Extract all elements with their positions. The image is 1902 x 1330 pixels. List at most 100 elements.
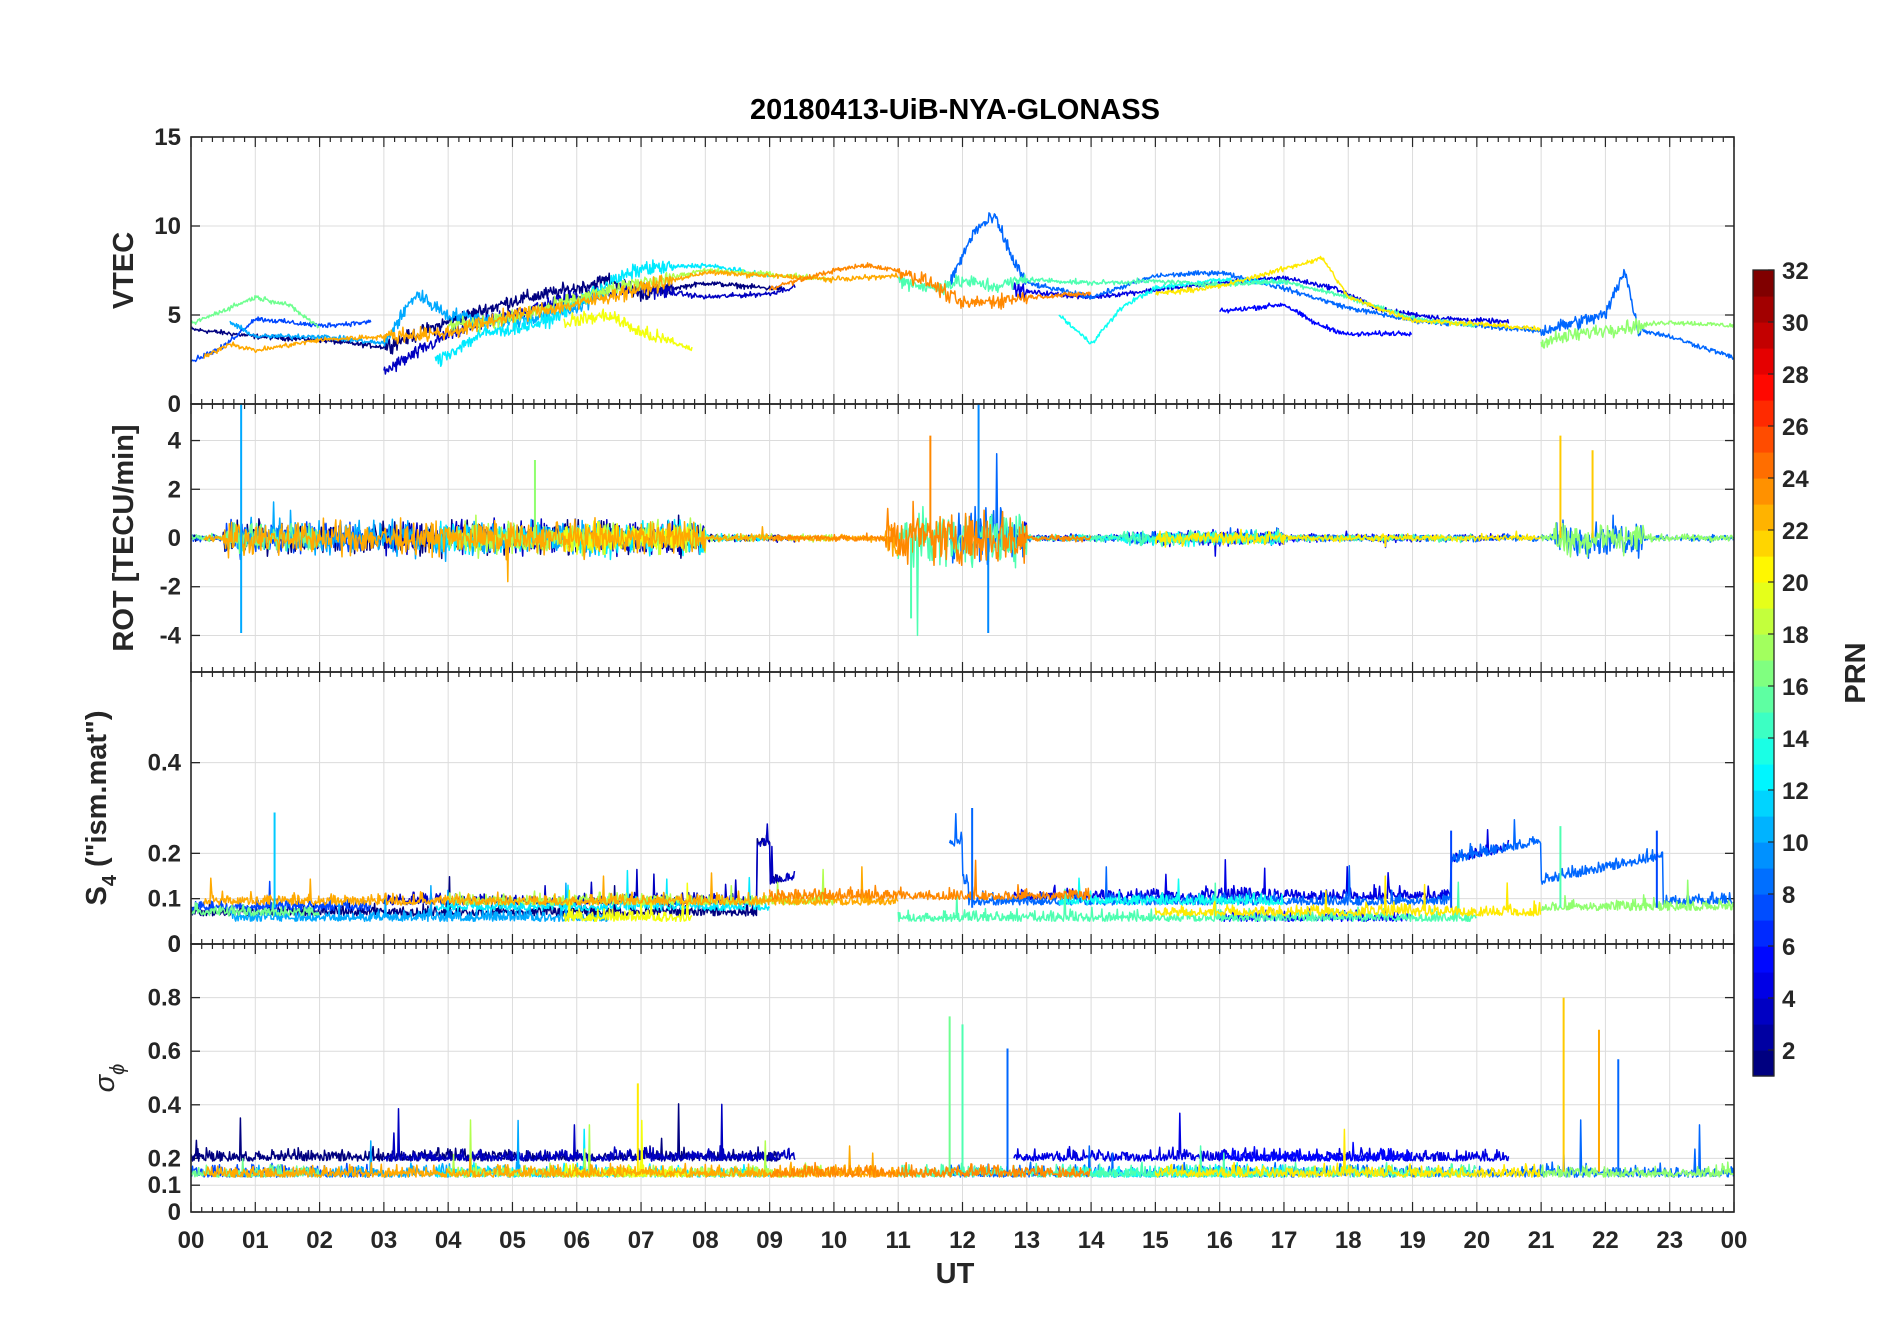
panel-sigphi: 00.10.2 0.4 0.6 0.8 σϕ [89, 943, 1735, 1226]
series-prn-7 [191, 316, 372, 363]
series-prn-13 [1058, 277, 1285, 345]
y-tick-label: 0.6 [148, 1038, 181, 1065]
traces-rot [191, 404, 1734, 637]
colorbar-segment [1753, 712, 1774, 739]
x-tick-label: 03 [371, 1227, 398, 1254]
colorbar-segment [1753, 608, 1774, 635]
colorbar-segment [1753, 920, 1774, 947]
chart-title: 20180413-UiB-NYA-GLONASS [750, 94, 1160, 126]
series-prn-12 [435, 869, 771, 912]
y-tick-label: 5 [168, 302, 181, 329]
x-tick-label: 00 [178, 1227, 205, 1254]
x-tick-label: 13 [1013, 1227, 1040, 1254]
colorbar-segment [1753, 426, 1774, 453]
y-tick-label: 10 [154, 213, 181, 240]
colorbar-tick-label: 6 [1782, 934, 1795, 961]
colorbar-tick-label: 18 [1782, 622, 1809, 649]
series-prn-20 [563, 882, 692, 923]
colorbar-segment [1753, 504, 1774, 531]
y-tick-label: 0.1 [148, 1172, 181, 1199]
series-prn-8 [948, 812, 1734, 906]
y-tick-label: 0.1 [148, 886, 181, 913]
x-tick-label: 15 [1142, 1227, 1169, 1254]
series-prn-21 [1154, 255, 1541, 332]
y-tick-label: 0.4 [148, 1092, 182, 1119]
colorbar-tick-label: 20 [1782, 570, 1809, 597]
series-prn-18 [447, 267, 835, 333]
x-tick-label: 17 [1271, 1227, 1298, 1254]
colorbar-segment [1753, 270, 1774, 297]
colorbar-segment [1753, 1050, 1774, 1077]
x-tick-label: 07 [628, 1227, 655, 1254]
x-tick-label: 16 [1206, 1227, 1233, 1254]
colorbar-segment [1753, 998, 1774, 1025]
x-tick-label: 01 [242, 1227, 269, 1254]
y-tick-label: 0 [168, 391, 181, 418]
colorbar-segment [1753, 1024, 1774, 1051]
x-tick-label: 18 [1335, 1227, 1362, 1254]
colorbar-tick-label: 30 [1782, 310, 1809, 337]
series-prn-10 [228, 882, 610, 923]
y-tick-label: 15 [154, 124, 181, 151]
colorbar-segment [1753, 946, 1774, 973]
series-prn-21 [1154, 1128, 1542, 1178]
colorbar-tick-label: 26 [1782, 414, 1809, 441]
colorbar-tick-label: 8 [1782, 882, 1795, 909]
series-prn-20 [563, 308, 693, 352]
x-tick-label: 09 [756, 1227, 783, 1254]
series-prn-5 [1219, 302, 1412, 338]
x-tick-label: 21 [1528, 1227, 1555, 1254]
series-prn-24 [768, 262, 1092, 310]
series-prn-21 [1154, 875, 1542, 917]
y-tick-label: 2 [168, 476, 181, 503]
y-axis-label: VTEC [108, 232, 140, 309]
colorbar-tick-label: 24 [1782, 466, 1809, 493]
colorbar-segment [1753, 816, 1774, 843]
x-tick-label: 02 [306, 1227, 333, 1254]
y-tick-label: 0 [168, 525, 181, 552]
x-tick-label: 23 [1656, 1227, 1683, 1254]
colorbar-segment [1753, 556, 1774, 583]
series-prn-7 [191, 880, 372, 912]
colorbar-segment [1753, 296, 1774, 323]
y-tick-label: 0.8 [148, 985, 181, 1012]
y-tick-label: 0 [168, 1199, 181, 1226]
series-prn-16 [191, 295, 320, 329]
x-tick-label: 06 [563, 1227, 590, 1254]
colorbar-segment [1753, 738, 1774, 765]
panel-rot: -4 -2 0 2 4 ROT [TECU/min] [108, 403, 1735, 673]
colorbar-segment [1753, 764, 1774, 791]
y-tick-label: 0.2 [148, 840, 181, 867]
y-tick-label: 4 [168, 428, 182, 455]
panel-frame [190, 943, 1735, 1213]
colorbar-label: PRN [1840, 642, 1872, 703]
y-tick-label: 0 [168, 931, 181, 958]
colorbar-segment [1753, 322, 1774, 349]
colorbar-tick-label: 2 [1782, 1038, 1795, 1065]
colorbar-segment [1753, 972, 1774, 999]
colorbar-segment [1753, 530, 1774, 557]
y-axis-label: S4 ("ism.mat") [81, 711, 121, 906]
y-tick-label: -4 [160, 622, 182, 649]
series-prn-24 [768, 1161, 1092, 1178]
colorbar-tick-label: 14 [1782, 726, 1809, 753]
colorbar-tick-label: 28 [1782, 362, 1809, 389]
series-prn-13 [1058, 877, 1284, 906]
series-prn-5 [1218, 1141, 1413, 1162]
traces-sigphi [191, 997, 1734, 1178]
panel-vtec: 0 5 10 15 VTEC [108, 124, 1735, 418]
x-tick-label: 04 [435, 1227, 462, 1254]
colorbar-segment [1753, 686, 1774, 713]
x-tick-label: 12 [949, 1227, 976, 1254]
colorbar-segment [1753, 634, 1774, 661]
colorbar-tick-label: 4 [1782, 986, 1796, 1013]
colorbar-tick-label: 16 [1782, 674, 1809, 701]
series-prn-23 [203, 269, 899, 359]
series-prn-23 [203, 866, 899, 906]
colorbar-segment [1753, 582, 1774, 609]
y-tick-label: 0.4 [148, 750, 182, 777]
colorbar-segment [1753, 452, 1774, 479]
colorbar-segment [1753, 478, 1774, 505]
series-prn-17 [1540, 1161, 1734, 1178]
